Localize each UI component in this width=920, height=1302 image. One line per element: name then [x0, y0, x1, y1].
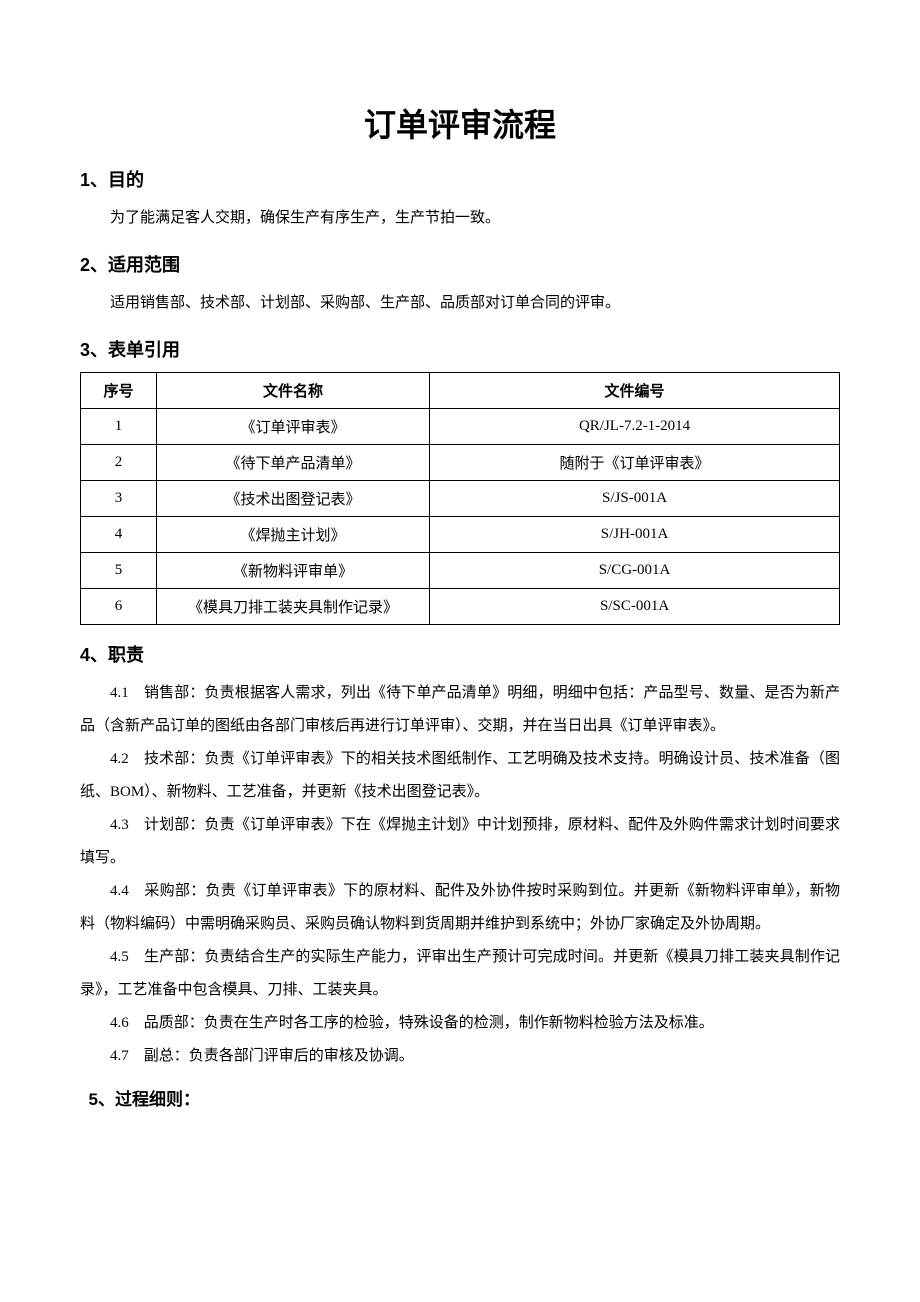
- cell-name: 《订单评审表》: [156, 409, 429, 445]
- col-header-seq: 序号: [81, 373, 157, 409]
- cell-seq: 4: [81, 517, 157, 553]
- responsibility-4-6: 4.6 品质部：负责在生产时各工序的检验，特殊设备的检测，制作新物料检验方法及标…: [80, 1007, 840, 1040]
- forms-reference-table: 序号 文件名称 文件编号 1 《订单评审表》 QR/JL-7.2-1-2014 …: [80, 372, 840, 625]
- table-row: 2 《待下单产品清单》 随附于《订单评审表》: [81, 445, 840, 481]
- responsibility-4-7: 4.7 副总：负责各部门评审后的审核及协调。: [80, 1040, 840, 1073]
- cell-name: 《技术出图登记表》: [156, 481, 429, 517]
- cell-code: 随附于《订单评审表》: [430, 445, 840, 481]
- cell-name: 《焊抛主计划》: [156, 517, 429, 553]
- cell-code: S/SC-001A: [430, 589, 840, 625]
- cell-seq: 2: [81, 445, 157, 481]
- section-2-text: 适用销售部、技术部、计划部、采购部、生产部、品质部对订单合同的评审。: [80, 287, 840, 320]
- responsibility-4-4: 4.4 采购部：负责《订单评审表》下的原材料、配件及外协件按时采购到位。并更新《…: [80, 875, 840, 941]
- responsibility-4-3: 4.3 计划部：负责《订单评审表》下在《焊抛主计划》中计划预排，原材料、配件及外…: [80, 809, 840, 875]
- cell-code: S/JS-001A: [430, 481, 840, 517]
- section-1-text: 为了能满足客人交期，确保生产有序生产，生产节拍一致。: [80, 202, 840, 235]
- responsibility-4-2: 4.2 技术部：负责《订单评审表》下的相关技术图纸制作、工艺明确及技术支持。明确…: [80, 743, 840, 809]
- table-row: 5 《新物料评审单》 S/CG-001A: [81, 553, 840, 589]
- document-title: 订单评审流程: [80, 100, 840, 146]
- cell-code: QR/JL-7.2-1-2014: [430, 409, 840, 445]
- cell-seq: 6: [81, 589, 157, 625]
- cell-code: S/JH-001A: [430, 517, 840, 553]
- section-4-heading: 4、职责: [80, 641, 840, 667]
- responsibility-4-5: 4.5 生产部：负责结合生产的实际生产能力，评审出生产预计可完成时间。并更新《模…: [80, 941, 840, 1007]
- table-header-row: 序号 文件名称 文件编号: [81, 373, 840, 409]
- cell-name: 《模具刀排工装夹具制作记录》: [156, 589, 429, 625]
- table-row: 4 《焊抛主计划》 S/JH-001A: [81, 517, 840, 553]
- responsibility-4-1: 4.1 销售部：负责根据客人需求，列出《待下单产品清单》明细，明细中包括：产品型…: [80, 677, 840, 743]
- table-row: 3 《技术出图登记表》 S/JS-001A: [81, 481, 840, 517]
- cell-name: 《新物料评审单》: [156, 553, 429, 589]
- cell-seq: 1: [81, 409, 157, 445]
- section-2-heading: 2、适用范围: [80, 251, 840, 277]
- section-1-heading: 1、目的: [80, 166, 840, 192]
- col-header-code: 文件编号: [430, 373, 840, 409]
- col-header-name: 文件名称: [156, 373, 429, 409]
- table-row: 6 《模具刀排工装夹具制作记录》 S/SC-001A: [81, 589, 840, 625]
- cell-seq: 3: [81, 481, 157, 517]
- section-5-heading: 5、过程细则：: [89, 1085, 841, 1110]
- table-row: 1 《订单评审表》 QR/JL-7.2-1-2014: [81, 409, 840, 445]
- cell-seq: 5: [81, 553, 157, 589]
- cell-code: S/CG-001A: [430, 553, 840, 589]
- section-3-heading: 3、表单引用: [80, 336, 840, 362]
- cell-name: 《待下单产品清单》: [156, 445, 429, 481]
